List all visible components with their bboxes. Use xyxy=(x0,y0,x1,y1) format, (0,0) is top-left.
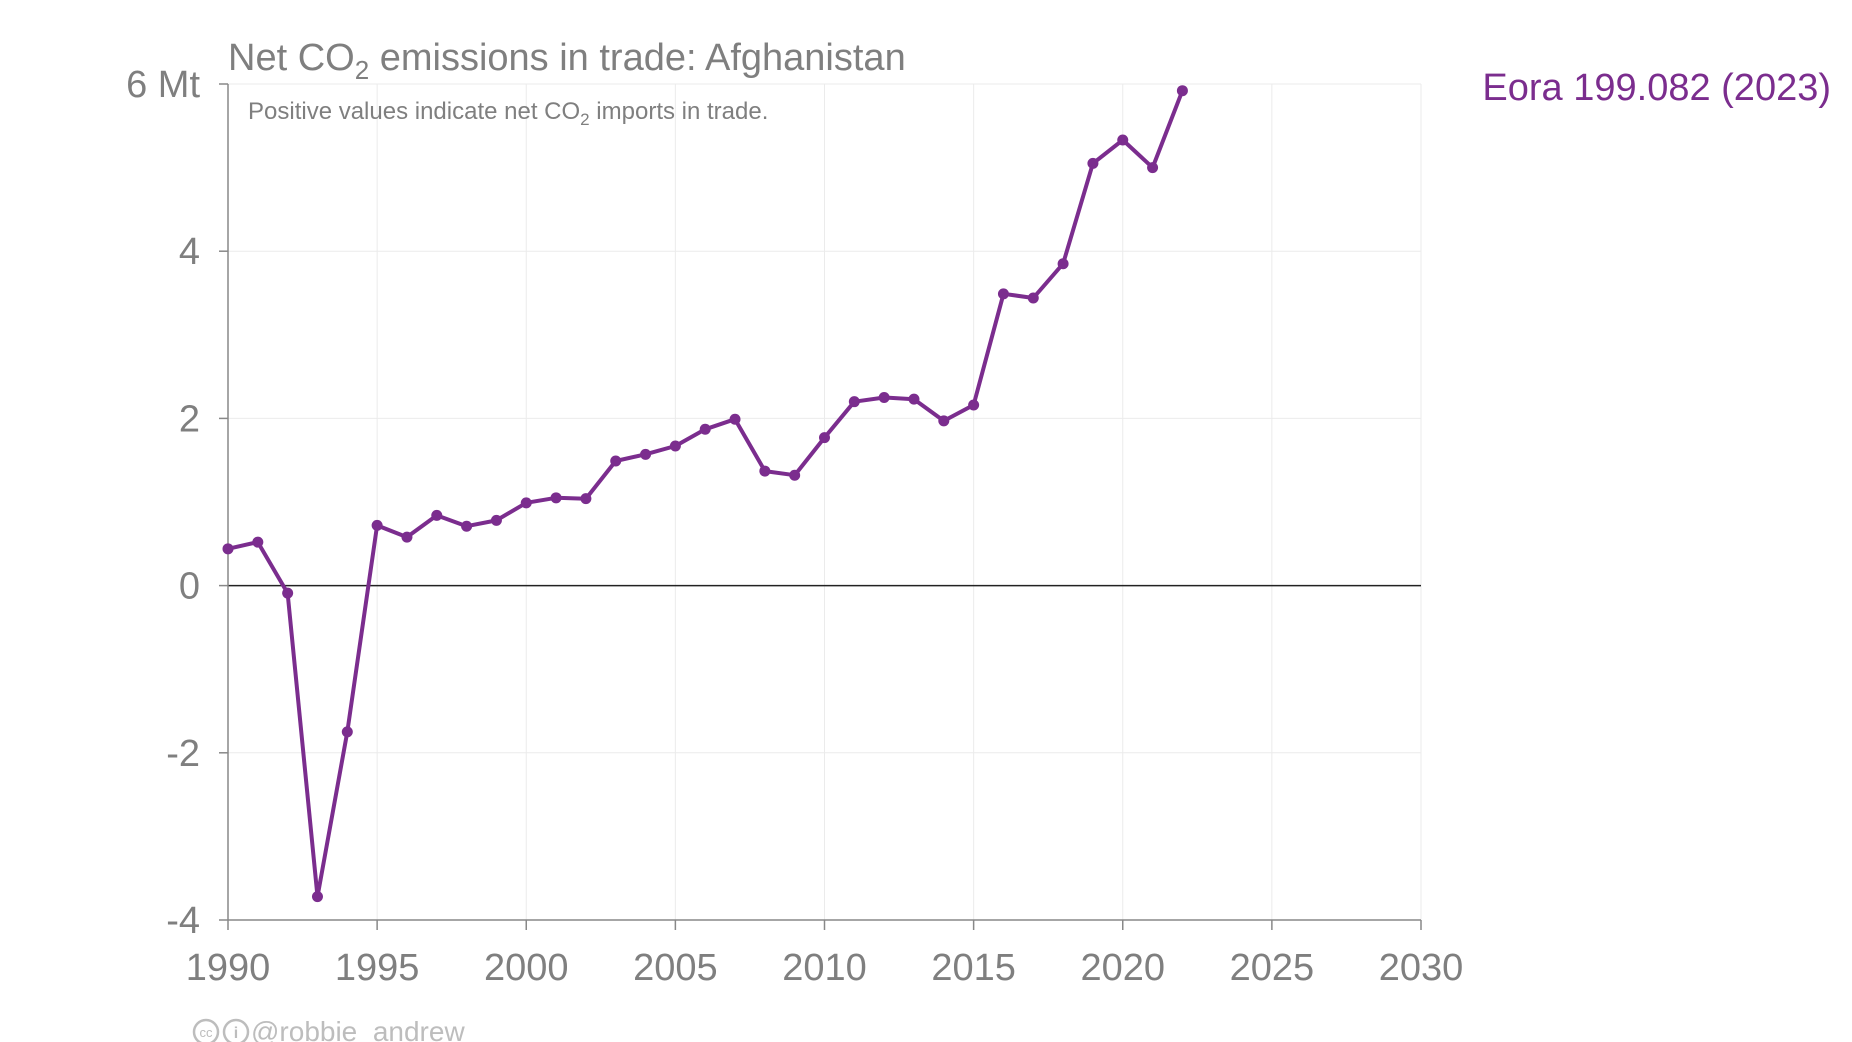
data-point xyxy=(699,423,711,435)
y-tick-label: 4 xyxy=(179,231,200,273)
series-line xyxy=(226,88,1185,899)
data-point xyxy=(759,465,771,477)
data-point xyxy=(431,509,443,521)
data-point xyxy=(461,520,473,532)
chart-subtitle: Positive values indicate net CO2 imports… xyxy=(248,98,768,129)
data-point xyxy=(610,455,622,467)
credit: cc i @robbie_andrew xyxy=(192,1016,465,1042)
data-point xyxy=(282,587,294,599)
x-tick-label: 2000 xyxy=(484,947,569,989)
data-point xyxy=(520,497,532,509)
data-point xyxy=(878,392,890,403)
legend-series-label: Eora 199.082 (2023) xyxy=(1482,67,1831,109)
x-tick-label: 1995 xyxy=(335,947,420,989)
x-tick-label: 1990 xyxy=(186,947,271,989)
y-tick-label: -2 xyxy=(166,733,200,775)
by-icon-glyph: i xyxy=(234,1025,238,1042)
y-tick-label: 0 xyxy=(179,566,200,608)
credit-handle: @robbie_andrew xyxy=(251,1016,465,1042)
data-point xyxy=(908,393,920,405)
data-point xyxy=(1057,258,1069,270)
x-tick-label: 2030 xyxy=(1379,947,1464,989)
data-point xyxy=(222,543,234,555)
x-tick-label: 2020 xyxy=(1080,947,1165,989)
data-point xyxy=(819,432,830,444)
data-point xyxy=(848,396,860,408)
data-point xyxy=(1117,134,1129,146)
axis-ticks: -4 -2 0 2 4 6 Mt 1990 1995 2000 2005 2010 2015 2020 2… xyxy=(126,64,1463,989)
data-point xyxy=(490,514,502,526)
y-tick-label: 2 xyxy=(179,398,200,440)
data-point xyxy=(371,519,383,531)
by-icon xyxy=(222,1018,250,1042)
data-point xyxy=(669,440,681,452)
data-point xyxy=(938,415,950,427)
data-point xyxy=(580,493,592,505)
chart-title: Net CO2 emissions in trade: Afghanistan xyxy=(228,37,906,85)
data-point xyxy=(1176,85,1188,97)
data-point xyxy=(1147,162,1159,174)
y-tick-label: 6 Mt xyxy=(126,64,200,106)
data-point xyxy=(968,399,980,411)
cc-icon xyxy=(192,1018,220,1042)
data-point xyxy=(311,891,323,903)
y-tick-label: -4 xyxy=(166,900,200,942)
data-point xyxy=(401,531,413,543)
data-point xyxy=(1027,292,1039,304)
data-point xyxy=(252,536,264,548)
gridlines xyxy=(228,83,1422,921)
data-point xyxy=(550,492,562,504)
x-tick-label: 2005 xyxy=(633,947,718,989)
data-point xyxy=(1087,157,1099,169)
cc-icon-glyph: cc xyxy=(200,1025,214,1040)
data-point xyxy=(997,288,1009,300)
x-tick-label: 2015 xyxy=(931,947,1016,989)
data-point xyxy=(729,413,741,425)
x-tick-label: 2025 xyxy=(1230,947,1315,989)
series-layer xyxy=(222,85,1188,903)
subtitle-subscript: 2 xyxy=(580,110,589,129)
data-point xyxy=(789,469,801,481)
title-subscript: 2 xyxy=(355,55,369,85)
data-point xyxy=(341,726,353,738)
x-tick-label: 2010 xyxy=(782,947,867,989)
data-point xyxy=(640,448,652,460)
